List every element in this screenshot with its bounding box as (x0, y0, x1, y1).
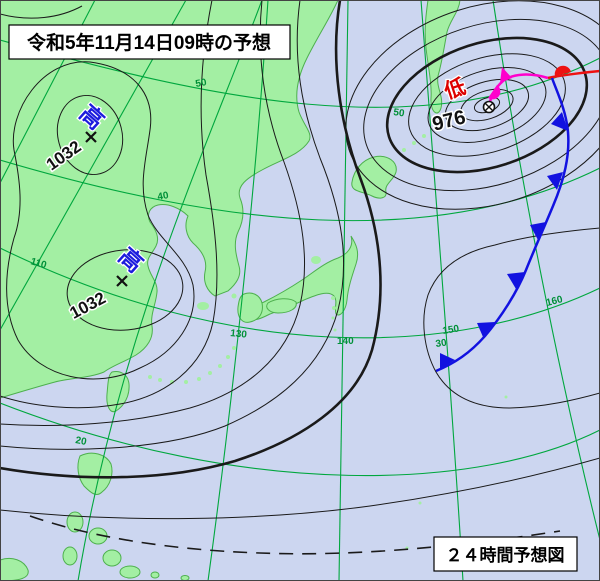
latitude-50n (0, 39, 600, 108)
meridian-130e (207, 0, 269, 581)
island-philippine (119, 565, 141, 579)
meridian-140e (338, 0, 349, 581)
island-small (150, 571, 160, 579)
isobar-1028-loop (6, 61, 195, 380)
latitude-30n (0, 247, 600, 339)
isobar-1032-high2 (66, 249, 184, 331)
landmass-layer (0, 0, 508, 581)
isobar-topleft (0, 5, 83, 19)
isobar-field (0, 0, 345, 450)
lat-label-50-west: 50 (195, 77, 208, 90)
island-philippine (62, 546, 78, 566)
warm-front-line (547, 69, 600, 80)
graticule-labels: 50 50 40 110 130 140 150 160 30 20 (29, 77, 564, 448)
occluded-front-semicircle (488, 85, 501, 100)
island-luzon (77, 452, 113, 495)
island-kyushu (237, 292, 263, 323)
continent-asia (0, 0, 339, 399)
warm-front-semicircle (554, 65, 571, 76)
island-philippine (102, 549, 122, 567)
lat-label-50-east: 50 (393, 107, 406, 120)
island-small (180, 575, 190, 581)
cold-front-triangles (440, 112, 568, 369)
meridian-150e (420, 0, 464, 581)
front-layer (435, 65, 600, 373)
lon-label-160: 160 (545, 294, 564, 309)
meridian-120e (77, 0, 263, 581)
isobar-field (0, 457, 600, 520)
isobar-field (0, 0, 306, 426)
map-footer: ２４時間予想図 (446, 545, 565, 565)
high2-center-x-icon (116, 275, 128, 287)
map-title: 令和5年11月14日09時の予想 (27, 31, 271, 54)
lon-label-150: 150 (442, 323, 461, 337)
island-shikoku (266, 298, 297, 314)
lat-label-30: 30 (435, 337, 448, 350)
lat-label-40: 40 (157, 190, 170, 203)
lat-label-20: 20 (74, 435, 87, 448)
island-sakhalin (424, 0, 461, 114)
minor-islands (197, 134, 508, 550)
ryukyu-islands (148, 346, 236, 384)
occluded-front-triangle (500, 67, 512, 83)
lon-label-130: 130 (230, 328, 248, 341)
isobar-front-wrap (423, 227, 600, 409)
island-philippine (66, 511, 84, 533)
lon-label-140: 140 (337, 336, 354, 347)
lon-label-110: 110 (29, 256, 48, 271)
isobar-1032-high1 (56, 94, 124, 176)
low-center-icon (482, 100, 496, 114)
footer-box: ２４時間予想図 (433, 536, 578, 572)
latitude-20n (0, 402, 600, 477)
high1-center-x-icon (85, 131, 97, 143)
title-box: 令和5年11月14日09時の予想 (8, 24, 291, 60)
isobar-field (0, 0, 218, 409)
